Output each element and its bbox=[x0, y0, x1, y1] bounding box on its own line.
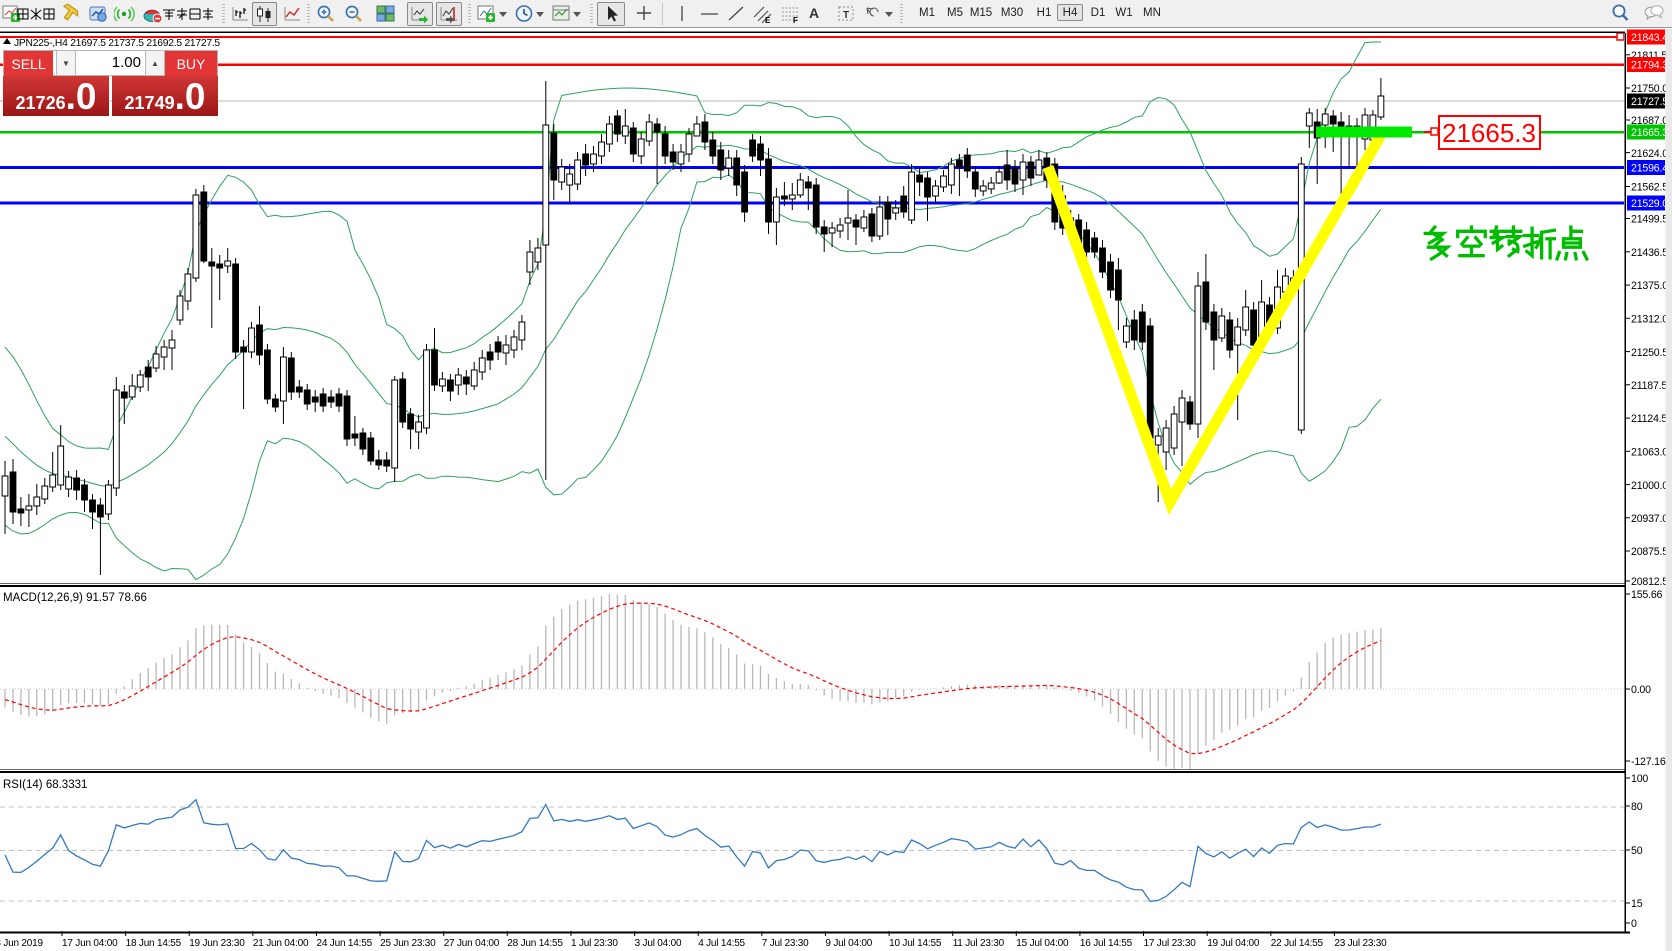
svg-text:27 Jun 04:00: 27 Jun 04:00 bbox=[444, 938, 500, 949]
svg-text:21665.3: 21665.3 bbox=[1631, 127, 1668, 139]
svg-text:21499.5: 21499.5 bbox=[1631, 214, 1668, 226]
svg-text:MACD(12,26,9) 91.57 78.66: MACD(12,26,9) 91.57 78.66 bbox=[3, 592, 147, 604]
svg-text:7 Jul 23:30: 7 Jul 23:30 bbox=[762, 938, 809, 949]
svg-text:21750.0: 21750.0 bbox=[1631, 83, 1668, 95]
svg-text:4 Jul 14:55: 4 Jul 14:55 bbox=[698, 938, 745, 949]
svg-text:1 Jul 23:30: 1 Jul 23:30 bbox=[571, 938, 618, 949]
svg-text:11 Jul 23:30: 11 Jul 23:30 bbox=[953, 938, 1005, 949]
svg-text:21727.5: 21727.5 bbox=[1631, 96, 1668, 108]
svg-text:155.66: 155.66 bbox=[1631, 589, 1663, 601]
svg-text:21 Jun 04:00: 21 Jun 04:00 bbox=[253, 938, 309, 949]
svg-text:10 Jul 14:55: 10 Jul 14:55 bbox=[889, 938, 942, 949]
svg-text:21624.0: 21624.0 bbox=[1631, 148, 1668, 160]
svg-text:0: 0 bbox=[1631, 918, 1637, 930]
svg-text:21794.3: 21794.3 bbox=[1631, 60, 1668, 72]
svg-text:28 Jun 14:55: 28 Jun 14:55 bbox=[507, 938, 563, 949]
svg-text:F: F bbox=[793, 16, 798, 25]
svg-text:80: 80 bbox=[1631, 801, 1643, 813]
svg-text:50: 50 bbox=[1631, 845, 1643, 857]
svg-text:19 Jun 23:30: 19 Jun 23:30 bbox=[189, 938, 245, 949]
svg-text:21063.0: 21063.0 bbox=[1631, 447, 1668, 459]
svg-text:16 Jul 14:55: 16 Jul 14:55 bbox=[1080, 938, 1133, 949]
svg-text:100: 100 bbox=[1631, 773, 1648, 785]
svg-text:-127.16: -127.16 bbox=[1631, 756, 1666, 768]
svg-text:T: T bbox=[843, 10, 849, 21]
svg-text:21187.5: 21187.5 bbox=[1631, 380, 1667, 392]
svg-text:21562.5: 21562.5 bbox=[1631, 182, 1668, 194]
svg-text:20937.0: 20937.0 bbox=[1631, 513, 1668, 525]
svg-text:9 Jul 04:00: 9 Jul 04:00 bbox=[825, 938, 872, 949]
svg-text:15 Jul 04:00: 15 Jul 04:00 bbox=[1016, 938, 1069, 949]
svg-text:0.00: 0.00 bbox=[1631, 684, 1651, 696]
svg-text:21665.3: 21665.3 bbox=[1442, 118, 1536, 148]
svg-text:24 Jun 14:55: 24 Jun 14:55 bbox=[317, 938, 373, 949]
svg-text:E: E bbox=[765, 16, 771, 25]
svg-text:21250.5: 21250.5 bbox=[1631, 347, 1668, 359]
svg-text:17 Jul 23:30: 17 Jul 23:30 bbox=[1144, 938, 1197, 949]
svg-text:17 Jun 04:00: 17 Jun 04:00 bbox=[62, 938, 118, 949]
svg-text:21436.5: 21436.5 bbox=[1631, 247, 1668, 259]
svg-text:13 Jun 2019: 13 Jun 2019 bbox=[0, 938, 43, 949]
svg-text:18 Jun 14:55: 18 Jun 14:55 bbox=[126, 938, 182, 949]
svg-text:19 Jul 04:00: 19 Jul 04:00 bbox=[1207, 938, 1260, 949]
svg-text:JPN225-,H4 21697.5 21737.5 21: JPN225-,H4 21697.5 21737.5 21692.5 21727… bbox=[14, 38, 220, 49]
svg-text:21596.4: 21596.4 bbox=[1631, 163, 1668, 175]
svg-text:21000.0: 21000.0 bbox=[1631, 480, 1668, 492]
svg-text:3 Jul 04:00: 3 Jul 04:00 bbox=[635, 938, 682, 949]
svg-text:15: 15 bbox=[1631, 898, 1643, 910]
svg-text:20812.5: 20812.5 bbox=[1631, 576, 1668, 588]
svg-text:21843.4: 21843.4 bbox=[1631, 32, 1668, 44]
svg-text:23 Jul 23:30: 23 Jul 23:30 bbox=[1334, 938, 1387, 949]
svg-text:RSI(14) 68.3331: RSI(14) 68.3331 bbox=[3, 779, 87, 791]
svg-text:21687.0: 21687.0 bbox=[1631, 115, 1668, 127]
svg-text:21124.5: 21124.5 bbox=[1631, 413, 1667, 425]
svg-text:20875.5: 20875.5 bbox=[1631, 546, 1668, 558]
svg-text:25 Jun 23:30: 25 Jun 23:30 bbox=[380, 938, 436, 949]
svg-text:21312.0: 21312.0 bbox=[1631, 314, 1668, 326]
svg-text:21529.0: 21529.0 bbox=[1631, 198, 1668, 210]
svg-text:22 Jul 14:55: 22 Jul 14:55 bbox=[1271, 938, 1324, 949]
svg-text:21375.0: 21375.0 bbox=[1631, 280, 1668, 292]
